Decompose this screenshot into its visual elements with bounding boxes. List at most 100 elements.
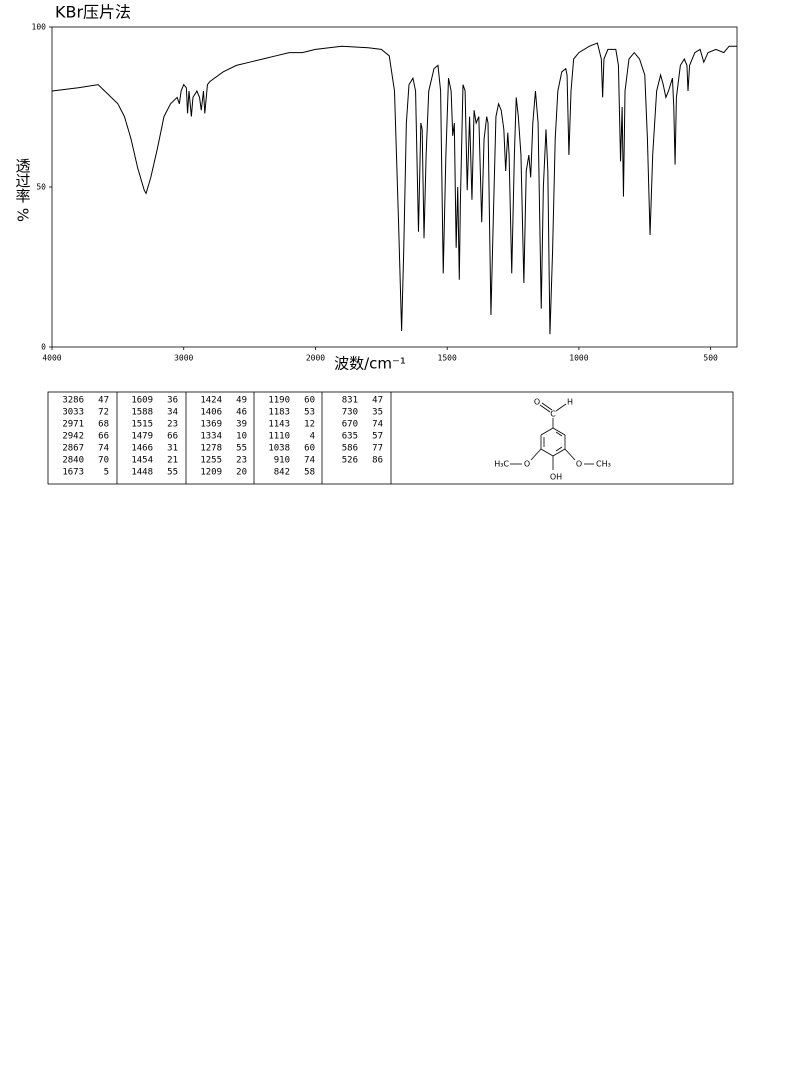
y-tick-label: 0 <box>41 343 46 352</box>
peak-transmittance: 47 <box>98 396 109 406</box>
peak-wavenumber: 2840 <box>62 456 84 466</box>
peak-wavenumber: 1609 <box>131 396 153 406</box>
peak-wavenumber: 1515 <box>131 420 153 430</box>
peak-transmittance: 70 <box>98 456 109 466</box>
peak-wavenumber: 2971 <box>62 420 84 430</box>
bond <box>540 427 554 436</box>
bond <box>552 427 566 436</box>
x-tick-label: 1500 <box>438 354 457 363</box>
bond <box>555 446 563 452</box>
bond <box>555 403 567 412</box>
bond <box>540 448 554 457</box>
peak-wavenumber: 1183 <box>268 408 290 418</box>
y-tick-label: 50 <box>36 183 46 192</box>
peak-wavenumber: 1424 <box>200 396 222 406</box>
peak-transmittance: 77 <box>372 444 383 454</box>
bond <box>539 404 551 413</box>
peak-wavenumber: 586 <box>342 444 358 454</box>
atom: H₃C <box>494 460 509 469</box>
peak-wavenumber: 1190 <box>268 396 290 406</box>
peak-wavenumber: 1143 <box>268 420 290 430</box>
atom: C <box>550 410 556 419</box>
x-tick-label: 3000 <box>174 354 193 363</box>
y-axis-label: 透过率 % <box>14 158 32 222</box>
bond <box>541 402 553 411</box>
bond <box>552 448 566 457</box>
peak-wavenumber: 3033 <box>62 408 84 418</box>
peak-transmittance: 74 <box>304 456 315 466</box>
peak-transmittance: 86 <box>372 456 383 466</box>
bond <box>530 448 542 461</box>
peak-transmittance: 46 <box>236 408 247 418</box>
peak-table-frame <box>47 391 734 485</box>
plot-frame <box>51 26 738 348</box>
peak-transmittance: 60 <box>304 396 315 406</box>
peak-wavenumber: 1278 <box>200 444 222 454</box>
peak-wavenumber: 1466 <box>131 444 153 454</box>
peak-wavenumber: 1588 <box>131 408 153 418</box>
peak-transmittance: 23 <box>236 456 247 466</box>
peak-transmittance: 66 <box>167 432 178 442</box>
peak-wavenumber: 670 <box>342 420 358 430</box>
atom: OH <box>550 473 562 482</box>
peak-transmittance: 39 <box>236 420 247 430</box>
peak-transmittance: 5 <box>104 468 109 478</box>
peak-transmittance: 55 <box>167 468 178 478</box>
peak-wavenumber: 910 <box>274 456 290 466</box>
atom: O <box>534 398 540 407</box>
peak-wavenumber: 1369 <box>200 420 222 430</box>
peak-wavenumber: 1673 <box>62 468 84 478</box>
peak-transmittance: 36 <box>167 396 178 406</box>
peak-transmittance: 72 <box>98 408 109 418</box>
peak-wavenumber: 1209 <box>200 468 222 478</box>
peak-wavenumber: 730 <box>342 408 358 418</box>
peak-transmittance: 68 <box>98 420 109 430</box>
peak-wavenumber: 1406 <box>200 408 222 418</box>
atom: O <box>524 460 530 469</box>
x-tick-label: 2000 <box>306 354 325 363</box>
peak-transmittance: 58 <box>304 468 315 478</box>
x-tick-label: 500 <box>703 354 718 363</box>
peak-transmittance: 74 <box>372 420 383 430</box>
peak-wavenumber: 1334 <box>200 432 222 442</box>
peak-wavenumber: 635 <box>342 432 358 442</box>
peak-transmittance: 53 <box>304 408 315 418</box>
x-axis-label: 波数/cm⁻¹ <box>334 355 406 373</box>
column-dividers <box>116 392 392 484</box>
peak-transmittance: 4 <box>310 432 315 442</box>
peak-transmittance: 66 <box>98 432 109 442</box>
peak-wavenumber: 3286 <box>62 396 84 406</box>
peak-transmittance: 21 <box>167 456 178 466</box>
atom: H <box>567 398 573 407</box>
x-tick-label: 4000 <box>42 354 61 363</box>
peak-wavenumber: 2867 <box>62 444 84 454</box>
peak-transmittance: 23 <box>167 420 178 430</box>
peak-wavenumber: 1255 <box>200 456 222 466</box>
atom: CH₃ <box>596 460 611 469</box>
peak-wavenumber: 842 <box>274 468 290 478</box>
peak-transmittance: 20 <box>236 468 247 478</box>
peak-transmittance: 35 <box>372 408 383 418</box>
peak-wavenumber: 1110 <box>268 432 290 442</box>
structure: O H C H₃C O O CH₃ OH <box>494 398 611 482</box>
x-tick-label: 1000 <box>569 354 588 363</box>
peak-transmittance: 31 <box>167 444 178 454</box>
peak-wavenumber: 1479 <box>131 432 153 442</box>
chart-title: KBr压片法 <box>55 3 131 22</box>
bond <box>555 431 563 437</box>
peak-wavenumber: 1448 <box>131 468 153 478</box>
atom: O <box>576 460 582 469</box>
peak-wavenumber: 526 <box>342 456 358 466</box>
peak-transmittance: 74 <box>98 444 109 454</box>
peak-transmittance: 47 <box>372 396 383 406</box>
peak-transmittance: 60 <box>304 444 315 454</box>
peak-transmittance: 55 <box>236 444 247 454</box>
peak-transmittance: 34 <box>167 408 178 418</box>
peak-wavenumber: 1454 <box>131 456 153 466</box>
peak-wavenumber: 831 <box>342 396 358 406</box>
peak-transmittance: 49 <box>236 396 247 406</box>
spectrum-line <box>51 42 737 335</box>
bond <box>564 448 576 461</box>
